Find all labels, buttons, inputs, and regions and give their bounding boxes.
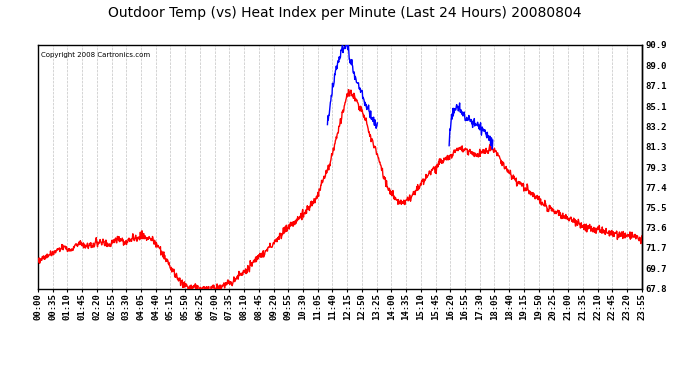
- Text: Outdoor Temp (vs) Heat Index per Minute (Last 24 Hours) 20080804: Outdoor Temp (vs) Heat Index per Minute …: [108, 6, 582, 20]
- Text: Copyright 2008 Cartronics.com: Copyright 2008 Cartronics.com: [41, 53, 150, 58]
